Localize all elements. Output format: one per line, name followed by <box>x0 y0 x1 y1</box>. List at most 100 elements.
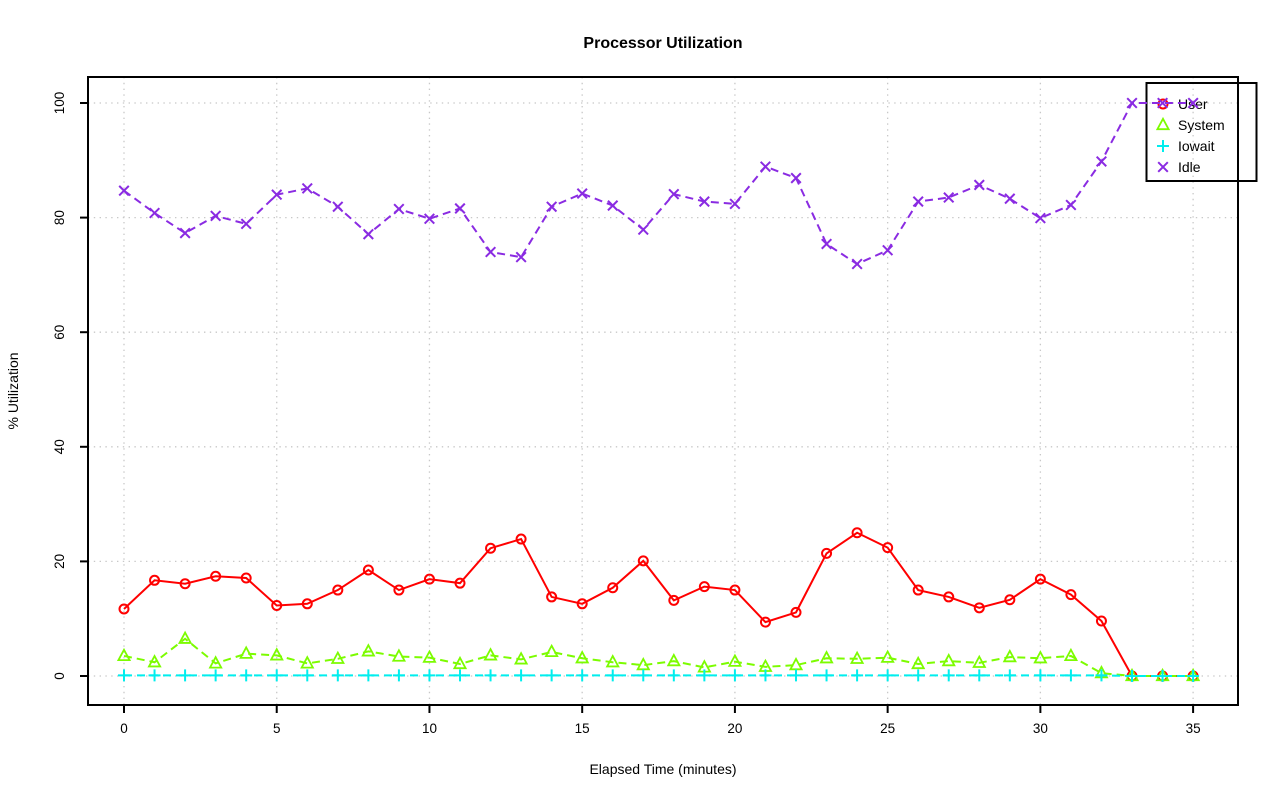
circle-marker <box>729 584 741 596</box>
x-marker <box>271 189 283 201</box>
y-tick-label: 60 <box>52 325 67 340</box>
x-marker <box>1126 97 1138 109</box>
x-marker <box>973 179 985 191</box>
circle-marker <box>332 584 344 596</box>
circle-marker <box>1065 589 1077 601</box>
circle-marker <box>821 547 833 559</box>
circle-marker <box>423 573 435 585</box>
x-marker <box>943 192 955 204</box>
x-tick-label: 10 <box>422 721 437 736</box>
plus-marker <box>454 669 467 682</box>
x-marker <box>515 251 527 263</box>
circle-marker <box>790 606 802 618</box>
plus-marker <box>148 669 161 682</box>
legend-item-idle: Idle <box>1157 159 1201 175</box>
plus-marker <box>331 669 344 682</box>
triangle-marker <box>513 651 529 665</box>
plus-marker <box>1187 670 1200 682</box>
x-marker <box>1095 155 1107 167</box>
legend-triangle-icon <box>1155 116 1171 131</box>
x-tick-label: 30 <box>1033 721 1048 736</box>
triangle-marker <box>1002 648 1017 663</box>
circle-marker <box>1095 615 1107 627</box>
legend-item-iowait: Iowait <box>1157 138 1215 154</box>
triangle-marker <box>880 649 895 663</box>
series-idle <box>118 97 1199 270</box>
circle-marker <box>362 564 374 576</box>
grid-layer <box>88 77 1238 705</box>
circle-marker <box>576 598 588 610</box>
plus-marker <box>759 669 772 682</box>
circle-marker <box>973 602 985 614</box>
plus-marker <box>851 669 864 682</box>
triangle-marker <box>575 650 590 664</box>
circle-marker <box>485 542 497 554</box>
triangle-marker <box>452 655 468 670</box>
legend-label-system: System <box>1178 117 1225 133</box>
plus-marker <box>301 669 314 682</box>
circle-marker <box>240 572 252 584</box>
circle-marker <box>546 591 558 603</box>
triangle-marker <box>1063 647 1079 662</box>
plus-marker <box>392 669 405 682</box>
circle-marker <box>301 598 313 610</box>
y-axis-label: % Utilization <box>5 352 21 429</box>
plus-marker <box>576 669 589 682</box>
legend-box <box>1145 82 1258 182</box>
circle-marker <box>912 584 924 596</box>
x-marker <box>1187 97 1199 109</box>
triangle-marker <box>330 650 345 664</box>
x-tick-label: 0 <box>120 721 128 736</box>
triangle-marker <box>636 657 651 671</box>
triangle-marker <box>116 647 132 662</box>
triangle-marker <box>544 643 559 658</box>
plus-marker <box>790 669 803 682</box>
circle-marker <box>393 584 405 596</box>
circle-marker <box>454 577 466 589</box>
legend-item-system: System <box>1155 116 1225 133</box>
series-line-system <box>123 637 1194 677</box>
x-marker <box>821 238 833 250</box>
circle-marker <box>668 594 680 606</box>
x-marker <box>179 227 191 239</box>
plus-marker <box>484 669 497 682</box>
plus-marker <box>973 669 986 682</box>
circle-marker <box>607 582 619 594</box>
plus-marker <box>637 669 650 682</box>
plus-marker <box>1003 669 1016 682</box>
x-marker <box>698 196 710 208</box>
triangle-marker <box>239 645 254 659</box>
legend-x-icon <box>1157 161 1169 173</box>
plus-marker <box>423 669 436 682</box>
circle-marker <box>1004 594 1016 606</box>
x-tick-label: 20 <box>727 721 742 736</box>
plus-marker <box>118 669 130 682</box>
x-axis-label: Elapsed Time (minutes) <box>589 761 736 777</box>
triangle-marker <box>727 653 743 667</box>
plus-marker <box>912 669 925 682</box>
circle-marker <box>637 555 649 567</box>
circle-marker <box>271 600 283 612</box>
triangle-marker <box>147 654 162 668</box>
x-tick-label: 25 <box>880 721 895 736</box>
circle-marker <box>179 578 191 590</box>
x-marker <box>118 185 130 197</box>
triangle-marker <box>819 650 834 664</box>
triangle-marker <box>483 647 498 661</box>
x-marker <box>576 188 588 200</box>
triangle-marker <box>911 655 926 670</box>
plus-marker <box>1034 669 1047 682</box>
plot-border <box>87 76 1239 706</box>
legend-label-iowait: Iowait <box>1178 138 1215 154</box>
x-marker <box>729 198 741 210</box>
x-marker <box>790 172 802 184</box>
circle-marker <box>882 542 894 554</box>
plus-marker <box>1064 669 1077 682</box>
triangle-marker <box>300 655 315 669</box>
x-marker <box>637 224 649 236</box>
plus-marker <box>881 669 894 682</box>
x-marker <box>882 244 894 256</box>
plus-marker <box>698 669 711 682</box>
